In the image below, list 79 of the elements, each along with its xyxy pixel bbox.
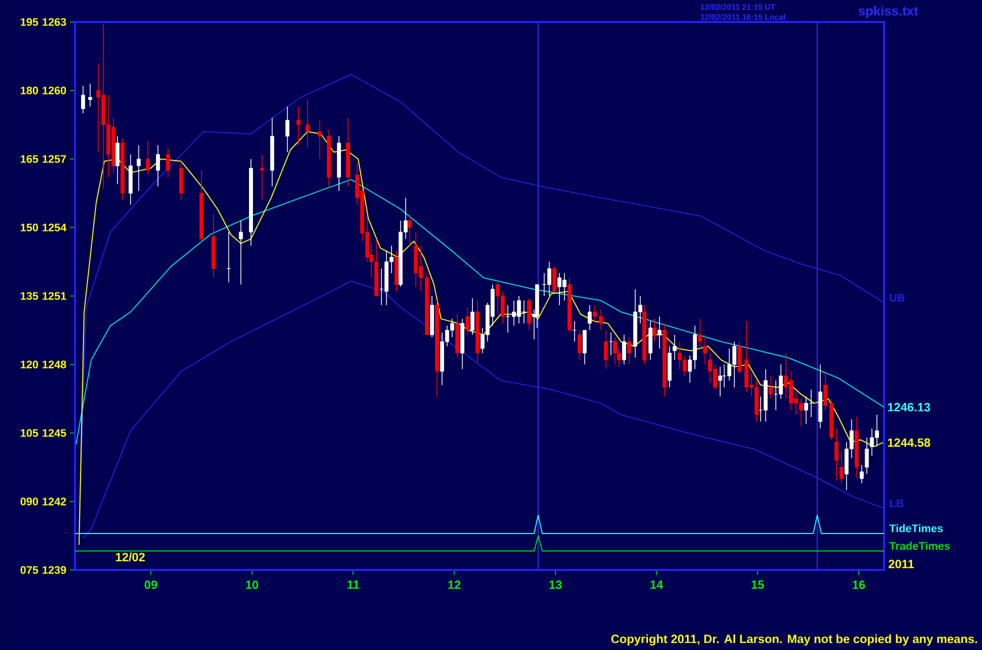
candlestick xyxy=(318,120,322,160)
candlestick xyxy=(768,376,773,400)
y2-tick-label: 195 xyxy=(20,18,38,26)
candlestick xyxy=(622,334,626,365)
candlestick xyxy=(146,140,150,176)
candlestick xyxy=(136,144,141,192)
annotation: 1246.13 xyxy=(888,402,930,412)
text: 2011 xyxy=(888,560,914,568)
candlestick xyxy=(672,334,677,360)
candlestick xyxy=(627,336,632,365)
candlestick xyxy=(598,309,603,331)
y2-tick-label: 105 xyxy=(20,429,38,437)
y-tick-label: 1254 xyxy=(42,224,66,232)
candlestick xyxy=(592,304,597,324)
y-tick-label: 1245 xyxy=(42,429,66,437)
series-label: TradeTimes xyxy=(889,542,950,550)
x-tick-label: 14 xyxy=(650,580,664,589)
y-tick-label: 1248 xyxy=(42,360,66,368)
candlestick xyxy=(296,106,300,146)
y-tick-label: 1257 xyxy=(42,155,66,163)
series-label: TideTimes xyxy=(889,524,943,532)
x-tick-label: 13 xyxy=(549,580,562,590)
y2-tick-label: 165 xyxy=(20,155,38,163)
candlestick xyxy=(578,330,582,360)
text: Copyright 2011, Dr. Al Larson. May not be copied by any means. xyxy=(611,634,977,646)
y-tick-label: 1239 xyxy=(42,566,66,574)
y2-tick-label: 090 xyxy=(20,498,38,506)
candlestick xyxy=(588,304,592,331)
y-tick-label: 1260 xyxy=(42,86,66,94)
candlestick xyxy=(552,266,556,292)
text: 12/02/2011 21:15 UT xyxy=(700,4,776,10)
line-series xyxy=(76,179,884,445)
candlestick xyxy=(834,428,838,482)
candlestick xyxy=(306,99,310,148)
candlestick xyxy=(81,86,86,114)
candlestick xyxy=(613,336,617,365)
x-tick-label: 15 xyxy=(752,580,764,589)
candlestick xyxy=(703,334,707,365)
annotation: 12/02 xyxy=(116,552,145,562)
candlestick xyxy=(156,144,160,187)
candlestick xyxy=(470,298,474,336)
candlestick xyxy=(698,318,702,349)
candlestick xyxy=(658,316,662,349)
candlestick xyxy=(465,307,470,336)
candlestick xyxy=(506,304,510,333)
candlestick xyxy=(604,330,608,370)
candlestick xyxy=(260,154,264,200)
candlestick xyxy=(408,213,412,246)
x-tick-label: 12 xyxy=(448,580,460,589)
candlestick xyxy=(840,450,844,484)
text: spkiss.txt xyxy=(858,6,918,18)
series-label: LB xyxy=(890,500,904,508)
x-tick-label: 10 xyxy=(246,580,258,590)
y-tick-label: 1242 xyxy=(42,498,66,506)
candlestick xyxy=(823,373,828,411)
candlestick xyxy=(285,106,290,153)
y2-tick-label: 180 xyxy=(20,86,38,94)
candlestick xyxy=(582,330,587,365)
candlestick xyxy=(238,220,243,285)
x-tick-label: 11 xyxy=(348,580,360,589)
y2-tick-label: 135 xyxy=(20,292,38,300)
y-tick-label: 1251 xyxy=(42,292,66,300)
candlestick xyxy=(166,147,170,178)
candlestick xyxy=(116,136,120,185)
annotation: 1244.58 xyxy=(888,438,930,447)
candlestick xyxy=(864,437,869,474)
candlestick xyxy=(718,366,722,397)
y2-tick-label: 075 xyxy=(20,566,38,574)
y2-tick-label: 150 xyxy=(20,224,38,232)
candlestick xyxy=(88,83,92,107)
y-tick-label: 1263 xyxy=(42,18,66,26)
text: 12/02/2011 16:15 Local xyxy=(700,14,786,20)
candlestick xyxy=(860,464,864,484)
y2-tick-label: 120 xyxy=(20,360,38,368)
candlestick xyxy=(527,298,532,331)
x-tick-label: 09 xyxy=(144,580,158,590)
series-label: UB xyxy=(890,294,905,302)
x-tick-label: 16 xyxy=(852,580,865,590)
candlestick xyxy=(652,318,656,342)
